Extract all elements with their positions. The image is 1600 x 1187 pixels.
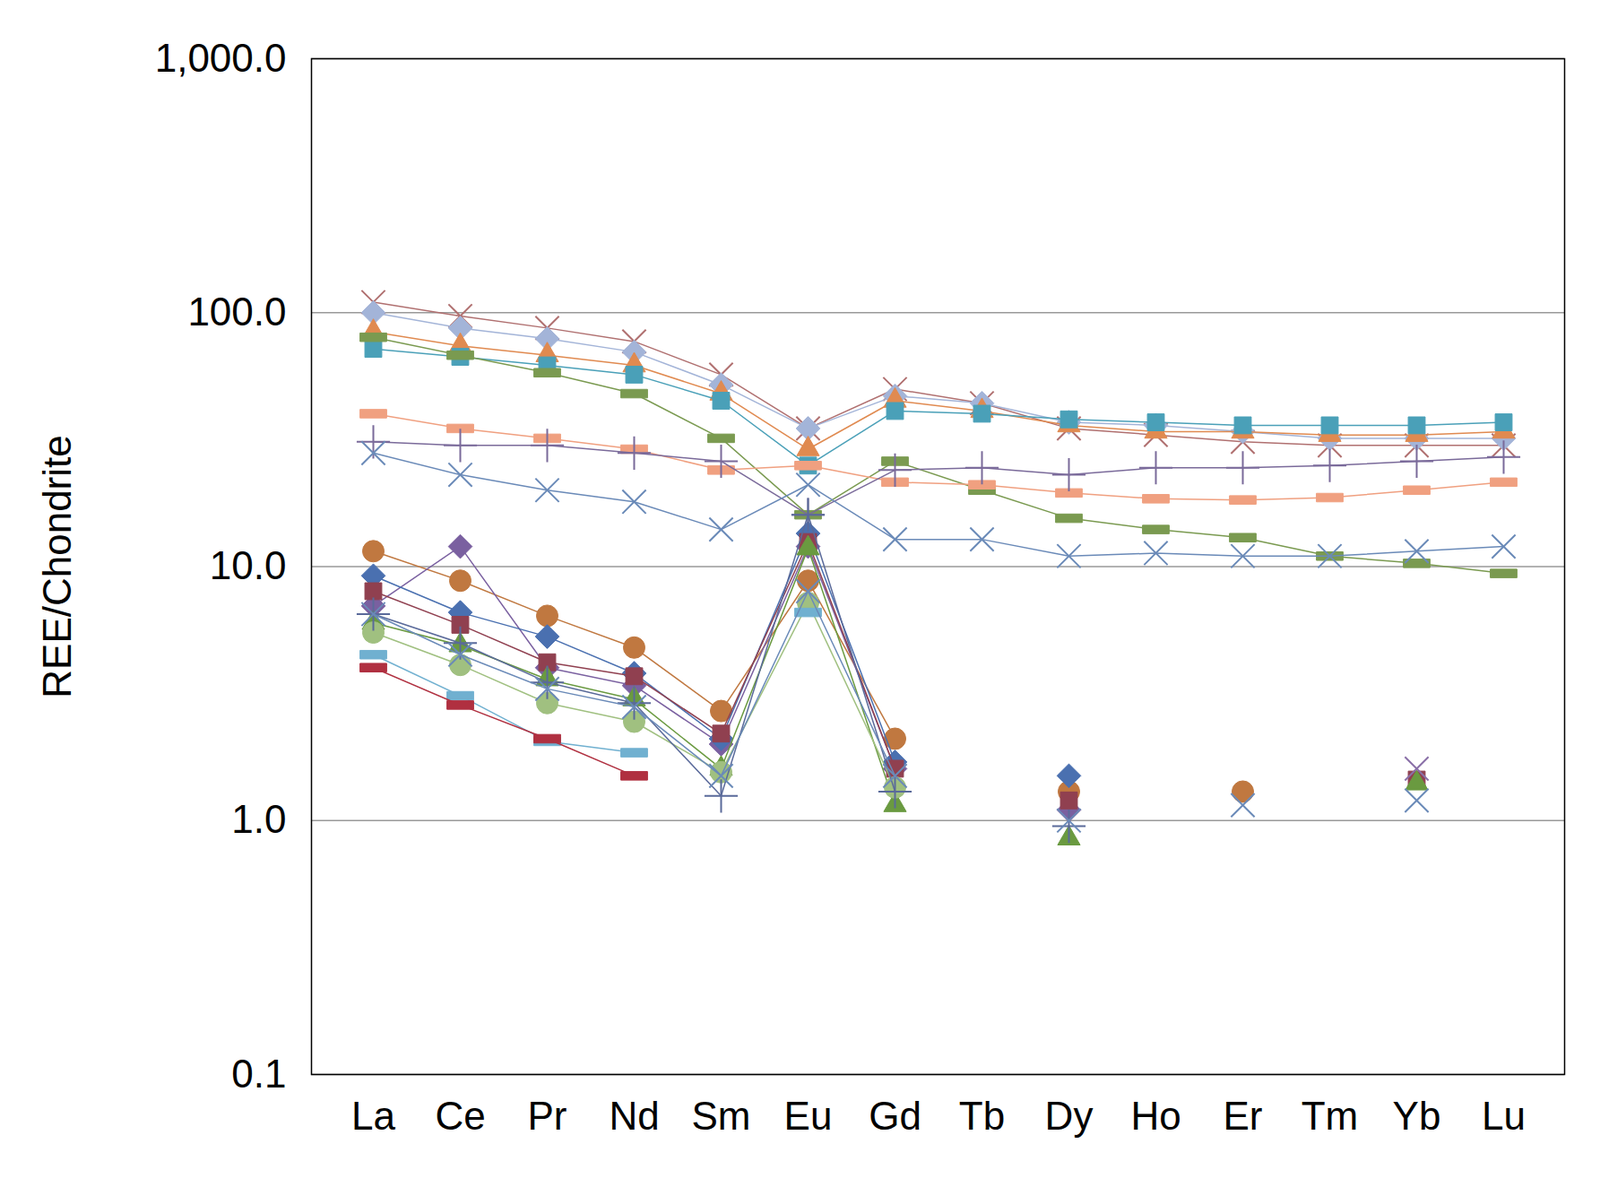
svg-text:Ce: Ce	[434, 1093, 485, 1138]
svg-text:Tm: Tm	[1301, 1093, 1359, 1138]
svg-text:Gd: Gd	[868, 1093, 922, 1138]
svg-text:La: La	[351, 1093, 396, 1138]
svg-text:Pr: Pr	[527, 1093, 568, 1138]
svg-text:Eu: Eu	[784, 1093, 833, 1138]
svg-text:1.0: 1.0	[231, 796, 286, 841]
svg-text:100.0: 100.0	[187, 289, 286, 334]
svg-text:Lu: Lu	[1481, 1093, 1526, 1138]
svg-text:Yb: Yb	[1392, 1093, 1442, 1138]
svg-text:Sm: Sm	[691, 1093, 752, 1138]
svg-text:Dy: Dy	[1045, 1093, 1094, 1138]
svg-text:Ho: Ho	[1130, 1093, 1181, 1138]
svg-text:Er: Er	[1223, 1093, 1263, 1138]
svg-text:10.0: 10.0	[209, 543, 287, 588]
svg-text:1,000.0: 1,000.0	[155, 35, 287, 80]
svg-text:Nd: Nd	[608, 1093, 659, 1138]
svg-text:0.1: 0.1	[231, 1051, 286, 1096]
svg-text:REE/Chondrite: REE/Chondrite	[34, 434, 79, 698]
svg-text:Tb: Tb	[959, 1093, 1005, 1138]
